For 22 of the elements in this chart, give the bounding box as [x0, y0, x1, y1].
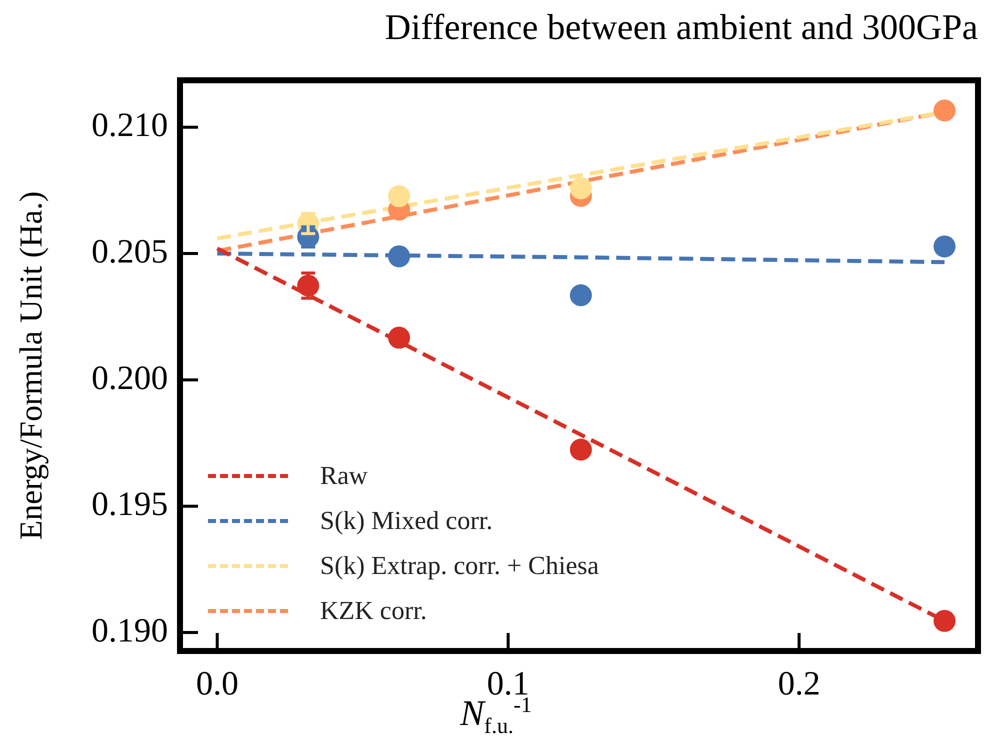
chart-title: Difference between ambient and 300GPa	[384, 7, 978, 48]
point	[934, 610, 956, 632]
legend-label: Raw	[320, 460, 368, 490]
y-tick-label: 0.210	[92, 107, 168, 144]
y-tick-label: 0.195	[92, 486, 168, 524]
y-axis-title: Energy/Formula Unit (Ha.)	[12, 191, 49, 540]
point	[934, 100, 956, 122]
point	[934, 235, 956, 258]
x-tick-label: 0.0	[196, 665, 238, 702]
x-tick-label: 0.2	[778, 665, 820, 702]
y-tick-label: 0.205	[92, 233, 168, 270]
point	[570, 177, 592, 200]
point	[570, 284, 592, 306]
legend-label: KZK corr.	[320, 596, 427, 626]
point	[388, 185, 410, 208]
point	[570, 438, 592, 461]
point	[388, 245, 410, 268]
legend-label: S(k) Mixed corr.	[320, 506, 493, 536]
point	[388, 326, 410, 349]
legend-label: S(k) Extrap. corr. + Chiesa	[320, 550, 599, 580]
y-tick-label: 0.200	[92, 360, 168, 397]
y-tick-label: 0.190	[92, 612, 168, 650]
